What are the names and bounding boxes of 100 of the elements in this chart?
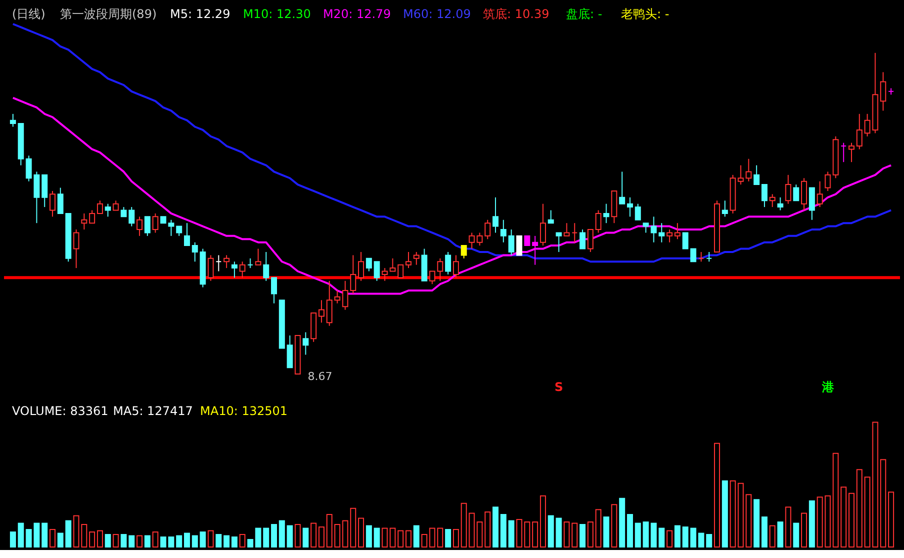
candlestick: [524, 235, 530, 246]
candlestick: [492, 196, 499, 234]
bar: [176, 535, 182, 548]
bar: [484, 512, 491, 548]
text: VOLUME: 83361: [12, 404, 108, 418]
bar: [816, 496, 823, 548]
candlestick: [572, 222, 578, 243]
bar: [785, 506, 792, 548]
bar: [714, 442, 720, 548]
bar: [437, 528, 444, 548]
text: 港: [820, 380, 835, 394]
candlestick: [224, 254, 230, 269]
candlestick: [698, 251, 704, 262]
bar: [224, 535, 230, 548]
candlestick: [556, 232, 562, 252]
bar: [200, 532, 206, 548]
bar: [216, 534, 222, 548]
candlestick: [460, 245, 467, 259]
candlestick: [263, 251, 270, 282]
bar: [65, 520, 72, 548]
candlestick: [580, 229, 586, 250]
candlestick: [840, 142, 847, 163]
candlestick: [682, 232, 688, 250]
candlestick: [366, 258, 372, 272]
bar: [136, 535, 143, 548]
candlestick: [247, 258, 254, 269]
text: M60: 12.09: [403, 7, 471, 21]
bar: [674, 525, 680, 548]
text: 老鸭头: -: [621, 7, 670, 21]
bar: [634, 522, 641, 548]
bar: [460, 502, 467, 548]
bar: [96, 530, 103, 548]
bar: [603, 516, 610, 548]
candlestick: [120, 206, 127, 218]
bar: [524, 522, 530, 548]
candlestick: [484, 219, 491, 240]
candlestick: [10, 113, 16, 128]
bar: [120, 534, 127, 548]
candlestick: [754, 164, 760, 186]
candlestick: [350, 254, 356, 294]
bar: [152, 532, 158, 548]
bar: [231, 536, 238, 548]
bar: [840, 486, 847, 548]
bar: [366, 525, 372, 548]
candlestick: [57, 187, 64, 214]
candlestick: [89, 210, 96, 224]
candlestick: [746, 158, 752, 182]
candlestick: [508, 229, 514, 256]
annotation: 8.67: [308, 370, 332, 383]
bar: [128, 535, 135, 548]
candlestick: [184, 222, 190, 246]
candlestick: [816, 180, 823, 208]
bar: [374, 528, 380, 548]
text: 第一波段周期(89): [60, 7, 157, 21]
bar: [445, 529, 452, 548]
bar: [184, 532, 190, 548]
candlestick: [856, 113, 862, 150]
bar: [89, 532, 96, 548]
candlestick: [152, 212, 158, 234]
text: S: [554, 380, 564, 394]
bar: [239, 534, 246, 548]
bar: [658, 528, 665, 548]
candlestick: [532, 235, 538, 266]
candlestick: [239, 261, 246, 278]
candlestick: [690, 248, 696, 262]
bar: [50, 529, 56, 548]
bar: [326, 514, 332, 548]
bar: [587, 522, 594, 548]
candlestick: [634, 203, 641, 220]
candlestick: [144, 216, 150, 236]
bar: [801, 512, 808, 548]
candlestick: [358, 251, 364, 282]
bar: [302, 528, 309, 548]
candlestick: [777, 196, 784, 211]
bar: [350, 508, 356, 548]
bar: [746, 494, 752, 548]
bar: [793, 522, 800, 548]
bar: [73, 515, 80, 548]
bar: [452, 529, 459, 548]
candlestick: [405, 251, 412, 269]
bar: [413, 525, 420, 548]
candlestick: [216, 254, 222, 272]
bar: [508, 520, 514, 548]
candlestick: [231, 261, 238, 278]
candlestick: [208, 254, 214, 282]
bar: [192, 535, 198, 548]
bar: [619, 498, 626, 548]
candlestick: [73, 229, 80, 269]
candlestick: [880, 72, 886, 112]
candlestick: [398, 264, 404, 278]
bar: [540, 495, 546, 548]
candlestick: [429, 270, 436, 285]
bar: [18, 522, 24, 548]
bar: [880, 459, 886, 548]
bar: [398, 530, 404, 548]
bar: [580, 524, 586, 548]
candlestick: [666, 229, 673, 243]
candlestick: [603, 203, 610, 224]
candlestick: [548, 210, 554, 224]
bar: [856, 469, 862, 548]
